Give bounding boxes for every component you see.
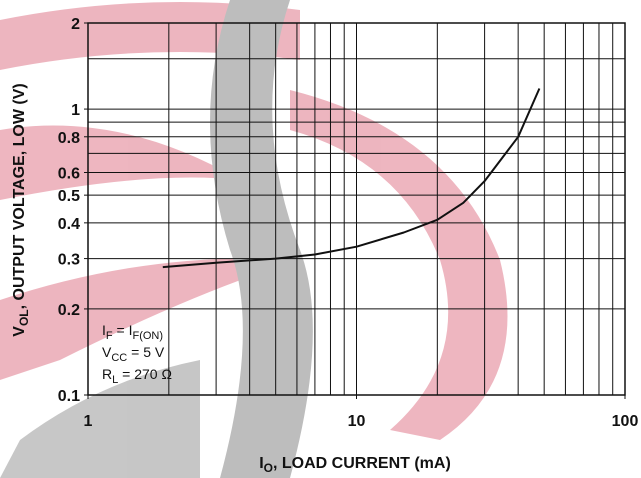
x-tick-label: 1: [84, 413, 93, 430]
y-tick-label: 0.6: [58, 166, 80, 183]
label-part: O: [264, 461, 273, 475]
label-part: CC: [111, 352, 127, 364]
label-part: L: [112, 374, 118, 386]
watermark: [0, 0, 508, 478]
label-part: F: [106, 330, 113, 342]
y-tick-label: 0.1: [58, 388, 80, 405]
label-part: , LOAD CURRENT (mA): [273, 455, 451, 472]
label-part: F(ON): [132, 330, 163, 342]
y-tick-label: 0.2: [58, 302, 80, 319]
y-tick-label: 0.5: [58, 188, 80, 205]
y-tick-label: 1: [71, 102, 80, 119]
label-part: R: [102, 366, 112, 382]
y-tick-label: 0.3: [58, 252, 80, 269]
label-part: V: [102, 344, 112, 360]
x-axis-label: IO, LOAD CURRENT (mA): [259, 455, 451, 475]
annotation: VCC = 5 V: [102, 344, 165, 364]
label-part: = 270 Ω: [118, 366, 172, 382]
label-part: = I: [113, 322, 133, 338]
label-part: = 5 V: [127, 344, 165, 360]
label-part: , OUTPUT VOLTAGE, LOW (V): [11, 83, 28, 309]
x-tick-label: 10: [348, 413, 366, 430]
curve: [162, 88, 541, 269]
label-part: I: [102, 322, 106, 338]
label-part: I: [259, 455, 263, 472]
y-tick-label: 0.8: [58, 130, 80, 147]
y-tick-label: 2: [71, 16, 80, 33]
y-axis-label: VOL, OUTPUT VOLTAGE, LOW (V): [11, 83, 31, 336]
annotation: RL = 270 Ω: [102, 366, 172, 386]
annotation: IF = IF(ON): [102, 322, 163, 342]
x-tick-label: 100: [612, 413, 639, 430]
label-part: V: [11, 326, 28, 337]
label-part: OL: [17, 309, 31, 326]
y-tick-label: 0.4: [58, 216, 80, 233]
